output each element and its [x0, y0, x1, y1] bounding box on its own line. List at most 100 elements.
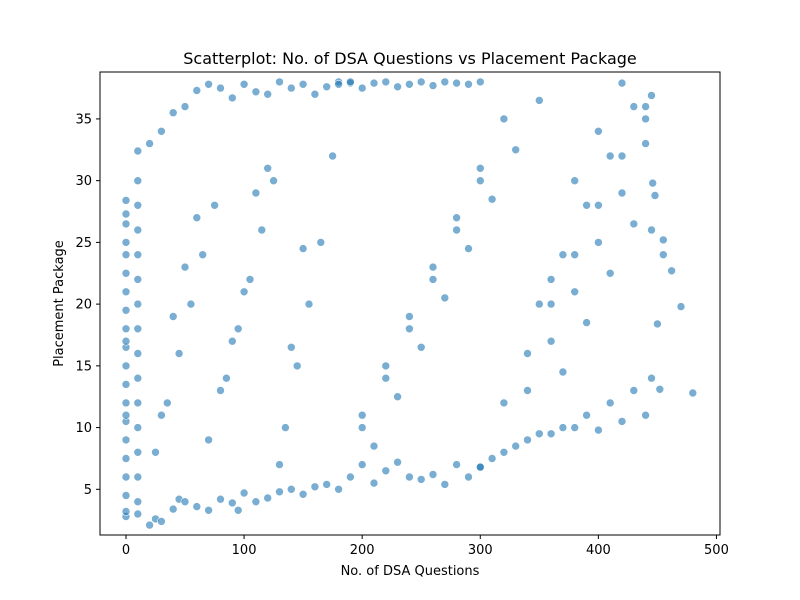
x-tick-label: 300 — [468, 543, 493, 558]
scatter-point — [381, 361, 391, 371]
scatter-point — [346, 472, 355, 482]
scatter-point — [357, 423, 367, 432]
scatter-point — [157, 127, 166, 136]
scatter-point — [133, 146, 143, 156]
scatter-point — [570, 250, 580, 259]
scatter-point — [405, 472, 414, 482]
scatter-point — [121, 361, 131, 371]
scatter-point — [605, 151, 615, 161]
y-axis-label: Placement Package — [52, 240, 67, 367]
scatter-point — [357, 83, 367, 93]
y-tick-label: 25 — [75, 236, 92, 251]
scatter-point — [275, 487, 284, 497]
scatter-point — [558, 367, 568, 377]
scatter-point — [582, 318, 591, 327]
scatter-point — [121, 435, 131, 445]
scatter-point — [121, 287, 131, 297]
scatter-point — [641, 102, 650, 111]
scatter-point — [216, 83, 225, 93]
scatter-point — [304, 299, 314, 309]
scatter-point — [157, 410, 166, 420]
scatter-point — [168, 312, 178, 321]
scatter-point — [658, 235, 668, 245]
scatter-point — [475, 164, 485, 173]
scatter-point — [534, 429, 544, 439]
scatter-point — [464, 244, 473, 253]
scatter-point — [416, 475, 426, 484]
scatter-point — [192, 213, 202, 222]
scatter-point — [251, 87, 261, 97]
scatter-point — [334, 484, 343, 494]
scatter-point — [281, 423, 290, 432]
scatter-point — [233, 505, 243, 515]
scatter-point — [546, 275, 556, 284]
scatter-point — [393, 392, 402, 402]
scatter-point — [464, 80, 473, 89]
scatter-point — [322, 480, 332, 489]
scatter-point — [558, 250, 568, 259]
scatter-point — [499, 398, 509, 408]
scatter-point — [133, 225, 143, 235]
scatter-point — [228, 498, 237, 508]
scatter-point — [192, 86, 202, 95]
scatter-points — [121, 77, 698, 530]
scatter-point — [198, 250, 207, 259]
scatter-point — [133, 447, 143, 457]
scatter-point — [145, 520, 154, 530]
scatter-point — [487, 194, 497, 204]
y-tick-label: 30 — [75, 174, 92, 189]
scatter-point — [369, 441, 379, 451]
scatter-point — [641, 410, 650, 420]
scatter-point — [121, 268, 131, 278]
scatter-point — [298, 244, 308, 253]
scatter-point — [570, 423, 580, 432]
chart-title: Scatterplot: No. of DSA Questions vs Pla… — [183, 49, 637, 68]
scatter-point — [233, 324, 243, 334]
scatter-point — [523, 349, 532, 358]
scatter-point — [452, 460, 461, 469]
scatter-point — [174, 349, 184, 358]
scatter-point — [452, 225, 461, 235]
scatter-point — [416, 77, 426, 87]
scatter-point — [428, 275, 438, 284]
scatter-point — [145, 139, 154, 148]
scatter-point — [405, 324, 414, 334]
scatter-point — [440, 480, 450, 489]
scatter-point — [416, 342, 426, 352]
scatter-point — [523, 435, 532, 445]
scatter-point — [263, 493, 273, 503]
scatter-point — [605, 268, 615, 278]
scatter-point — [546, 299, 556, 309]
scatter-point — [570, 176, 580, 185]
scatter-point — [534, 96, 544, 105]
scatter-point — [121, 380, 131, 389]
plot-area-frame — [99, 71, 721, 536]
scatter-point — [133, 324, 143, 334]
scatter-point — [688, 388, 698, 398]
scatter-point — [168, 108, 178, 117]
scatter-point — [228, 93, 237, 103]
scatter-point — [157, 517, 166, 526]
scatter-point — [133, 373, 143, 383]
scatter-point — [133, 250, 143, 259]
scatter-point — [334, 80, 343, 89]
scatter-point — [222, 373, 231, 383]
scatter-point — [328, 151, 337, 161]
scatter-point — [594, 425, 603, 435]
scatter-point — [381, 373, 391, 383]
scatter-point — [133, 509, 143, 519]
scatter-point — [245, 275, 255, 284]
scatter-point — [180, 497, 190, 507]
scatter-point — [133, 497, 143, 507]
scatter-point — [655, 384, 665, 394]
scatter-point — [298, 489, 308, 499]
scatter-point — [133, 423, 143, 432]
scatter-point — [641, 139, 650, 148]
y-tick-label: 5 — [84, 483, 92, 498]
scatter-point — [275, 77, 284, 87]
x-tick-label: 100 — [232, 543, 257, 558]
scatter-point — [251, 497, 261, 507]
scatter-point — [440, 293, 450, 303]
scatter-point — [647, 91, 656, 100]
